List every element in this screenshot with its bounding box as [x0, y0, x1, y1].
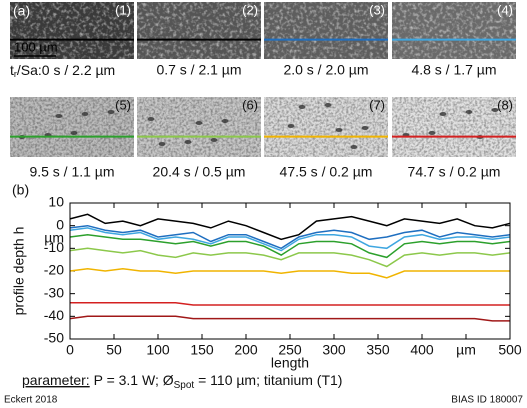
- y-tick-label: -40: [44, 307, 64, 323]
- panel-number: (2): [242, 2, 258, 17]
- series-line: [69, 247, 511, 268]
- panel: (5) 9.5 s / 1.1 µm: [10, 97, 134, 180]
- x-tick-label: 150: [190, 342, 214, 358]
- panel-number: (7): [369, 97, 385, 112]
- series-line: [69, 315, 510, 322]
- x-tick-label: 250: [278, 342, 302, 358]
- series-line: [69, 224, 511, 250]
- pore: [491, 108, 499, 112]
- x-axis-label: length: [271, 355, 309, 371]
- x-tick-label: 500: [498, 342, 522, 358]
- pore: [184, 140, 192, 144]
- pore: [287, 124, 295, 128]
- parameter-text: P = 3.1 W; Ø: [90, 372, 174, 388]
- panel-texture: [10, 97, 134, 157]
- panel-number: (6): [242, 97, 258, 112]
- panel-caption: 4.8 s / 1.7 µm: [411, 62, 496, 78]
- panel-texture: [137, 2, 261, 59]
- x-tick-label: 200: [234, 342, 258, 358]
- panel: (2) 0.7 s / 2.1 µm: [137, 2, 261, 78]
- x-tick-label: 400: [410, 342, 434, 358]
- panel-texture: [264, 2, 388, 59]
- x-tick-label: 350: [366, 342, 390, 358]
- pore: [428, 131, 436, 135]
- x-tick-label: 0: [66, 342, 74, 358]
- x-tick-label: µm: [456, 342, 476, 358]
- panel-number: (1): [115, 2, 131, 17]
- panel-label: (a): [13, 3, 30, 19]
- scale-bar-label: 100 µm: [14, 39, 58, 54]
- panel: (8) 74.7 s / 0.2 µm: [392, 97, 516, 180]
- pore: [324, 103, 332, 107]
- panel-number: (5): [115, 97, 131, 112]
- panel-number: (8): [497, 97, 513, 112]
- caption-key: /Sa:: [17, 62, 42, 78]
- parameter-line: parameter: P = 3.1 W; ØSpot = 110 µm; ti…: [22, 372, 342, 391]
- y-tick-label: -20: [44, 262, 64, 278]
- x-tick-label: 300: [322, 342, 346, 358]
- panel-texture: [137, 97, 261, 157]
- series-line: [69, 213, 511, 241]
- pore: [335, 128, 343, 132]
- pore: [158, 142, 166, 146]
- footer-right: BIAS ID 180007: [451, 395, 523, 406]
- pore: [361, 126, 369, 130]
- y-tick-label: -50: [44, 330, 64, 346]
- panel-caption: 2.0 s / 2.0 µm: [283, 62, 368, 78]
- panel-texture: [392, 97, 516, 157]
- caption-key: t: [10, 62, 14, 78]
- micrograph-panels: (1) tr/Sa:0 s / 2.2 µm (2) 0.7 s / 2.1 µm (3…: [10, 2, 516, 180]
- series-line: [69, 267, 510, 279]
- y-axis-label: profile depth h: [11, 227, 27, 316]
- parameter-sub: Spot: [174, 380, 195, 391]
- y-tick-label: 10: [48, 194, 64, 210]
- panel-caption: 20.4 s / 0.5 µm: [153, 164, 246, 180]
- pore: [210, 138, 218, 142]
- pore: [298, 105, 306, 109]
- panel: (6) 20.4 s / 0.5 µm: [137, 97, 261, 180]
- panel: (4) 4.8 s / 1.7 µm: [392, 2, 516, 78]
- series-line: [69, 233, 511, 259]
- pore: [81, 112, 89, 116]
- pore: [70, 131, 78, 135]
- caption-key-sub: r: [14, 69, 17, 79]
- pore: [465, 110, 473, 114]
- pore: [55, 114, 63, 118]
- y-axis-unit: µm: [44, 230, 64, 246]
- panel: (1) tr/Sa:0 s / 2.2 µm: [10, 2, 134, 79]
- panel: (7) 47.5 s / 0.2 µm: [264, 97, 388, 180]
- panel-number: (4): [497, 2, 513, 17]
- panel-texture: [392, 2, 516, 59]
- y-tick-label: -30: [44, 284, 64, 300]
- pore: [439, 112, 447, 116]
- panel-caption: tr/Sa:0 s / 2.2 µm: [10, 62, 115, 80]
- series-line: [70, 301, 510, 306]
- parameter-text: = 110 µm; titanium (T1): [194, 372, 342, 388]
- panel-number: (3): [369, 2, 385, 17]
- caption-value: 0 s / 2.2 µm: [42, 62, 115, 78]
- panel-texture: [10, 2, 134, 59]
- pore: [221, 119, 229, 123]
- series-line: [69, 227, 511, 252]
- panel-caption: 9.5 s / 1.1 µm: [29, 164, 114, 180]
- panel-caption: 47.5 s / 0.2 µm: [280, 164, 373, 180]
- y-tick-label: 0: [56, 216, 64, 232]
- pore: [195, 121, 203, 125]
- panel: (3) 2.0 s / 2.0 µm: [264, 2, 388, 78]
- chart-panel-label: (b): [12, 182, 29, 198]
- pore: [350, 145, 358, 149]
- plot-frame: [69, 202, 511, 340]
- pore: [107, 110, 115, 114]
- y-tick-label: -10: [44, 239, 64, 255]
- panel-caption: 0.7 s / 2.1 µm: [156, 62, 241, 78]
- panel-caption: 74.7 s / 0.2 µm: [408, 164, 501, 180]
- footer-left: Eckert 2018: [4, 395, 58, 406]
- profile-chart: (b)100-10-20-30-40-500 50 100 150 200 250 300 3…: [11, 182, 522, 371]
- parameter-label: parameter:: [22, 372, 90, 388]
- pore: [147, 117, 155, 121]
- x-tick-label: 50: [106, 342, 122, 358]
- x-tick-label: 100: [146, 342, 170, 358]
